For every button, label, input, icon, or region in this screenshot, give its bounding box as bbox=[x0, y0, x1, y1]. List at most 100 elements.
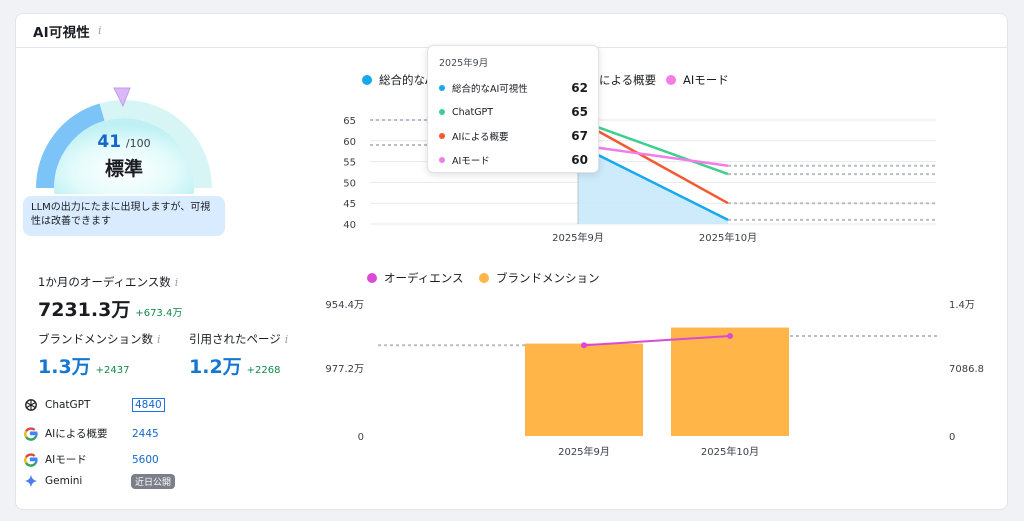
audience-delta: +673.4万 bbox=[135, 308, 183, 319]
chatgpt-icon bbox=[24, 398, 38, 412]
tooltip-row: AIモード 60 bbox=[439, 148, 588, 172]
legend-label: 総合的なA bbox=[379, 73, 433, 87]
gauge-marker bbox=[113, 87, 131, 108]
x-tick-label: 2025年9月 bbox=[558, 445, 610, 458]
source-row-ai-mode: AIモード 5600 bbox=[24, 451, 159, 469]
audience-label: 1か月のオーディエンス数 bbox=[38, 275, 171, 289]
source-value[interactable]: 2445 bbox=[132, 428, 159, 440]
audience-point[interactable] bbox=[727, 332, 733, 339]
tooltip-value: 60 bbox=[571, 153, 588, 167]
tooltip-name: AIモード bbox=[452, 156, 490, 167]
series-line[interactable] bbox=[577, 143, 729, 167]
audience-bar-chart: 954.4万 977.2万 0 1.4万 7086.8 0 2025年9月 2025年10月 bbox=[325, 300, 984, 458]
source-name: AIモード bbox=[45, 454, 87, 466]
audience-metric: 1か月のオーディエンス数 i 7231.3万 +673.4万 bbox=[38, 274, 187, 322]
y-tick-label: 65 bbox=[343, 116, 356, 127]
source-name: Gemini bbox=[45, 475, 83, 487]
source-row-chatgpt: ChatGPT 4840 bbox=[24, 396, 165, 414]
x-tick-label: 2025年9月 bbox=[552, 231, 604, 244]
gauge-svg bbox=[36, 87, 212, 194]
gauge-inner-fill bbox=[54, 118, 194, 194]
y-right-tick-label: 1.4万 bbox=[949, 300, 975, 311]
visibility-hint: LLMの出力にたまに出現しますが、可視性は改善できます bbox=[23, 196, 225, 236]
tooltip-name: 総合的なAI可視性 bbox=[452, 84, 528, 95]
info-icon[interactable]: i bbox=[97, 23, 102, 37]
tooltip-name: ChatGPT bbox=[452, 106, 494, 118]
cited-pages-label: 引用されたページ bbox=[189, 332, 281, 346]
tooltip-dot bbox=[439, 85, 445, 91]
card-title: AI可視性 bbox=[33, 24, 90, 41]
brand-mentions-label: ブランドメンション数 bbox=[38, 332, 153, 346]
source-value[interactable]: 5600 bbox=[132, 454, 159, 466]
brand-mention-bar[interactable] bbox=[671, 327, 789, 436]
source-name: AIによる概要 bbox=[45, 428, 108, 440]
tooltip-row: 総合的なAI可視性 62 bbox=[439, 76, 588, 100]
brand-mention-bar[interactable] bbox=[525, 343, 643, 436]
y-left-tick-label: 0 bbox=[358, 432, 364, 443]
legend-label: ブランドメンション bbox=[496, 271, 600, 285]
google-icon bbox=[24, 427, 38, 441]
visibility-line-chart: 65 60 55 50 45 40 2025年9月 2025年10月 bbox=[343, 116, 936, 244]
source-name: ChatGPT bbox=[45, 399, 91, 411]
cited-pages-delta: +2268 bbox=[246, 365, 281, 376]
brand-mentions-delta: +2437 bbox=[95, 365, 130, 376]
audience-value: 7231.3万 bbox=[38, 299, 131, 321]
google-icon bbox=[24, 453, 38, 467]
source-row-gemini: Gemini 近日公開 bbox=[24, 472, 176, 490]
gemini-icon bbox=[24, 474, 38, 488]
tooltip-dot bbox=[439, 133, 445, 139]
gauge-score: 41 /100 bbox=[97, 132, 151, 152]
series-line[interactable] bbox=[577, 143, 729, 221]
legend-label: による概要 bbox=[599, 73, 657, 87]
legend-overall[interactable]: 総合的なA bbox=[362, 72, 433, 88]
tooltip-row: AIによる概要 67 bbox=[439, 124, 588, 148]
y-right-tick-label: 0 bbox=[949, 432, 955, 443]
tooltip-title: 2025年9月 bbox=[439, 58, 489, 69]
tooltip-name: AIによる概要 bbox=[452, 132, 509, 143]
tooltip-value: 62 bbox=[571, 81, 588, 95]
tooltip-row: ChatGPT 65 bbox=[439, 100, 588, 124]
legend-dot bbox=[666, 75, 676, 85]
gauge-level-label: 標準 bbox=[104, 158, 143, 180]
y-left-tick-label: 977.2万 bbox=[325, 364, 364, 375]
legend-dot bbox=[362, 75, 372, 85]
y-left-tick-label: 954.4万 bbox=[325, 300, 364, 311]
brand-mentions-value[interactable]: 1.3万 bbox=[38, 356, 91, 378]
audience-line[interactable] bbox=[583, 334, 731, 347]
y-tick-label: 55 bbox=[343, 158, 356, 169]
y-tick-label: 45 bbox=[343, 199, 356, 210]
x-tick-label: 2025年10月 bbox=[701, 445, 759, 458]
legend-label: オーディエンス bbox=[384, 271, 464, 285]
source-value[interactable]: 4840 bbox=[132, 398, 165, 412]
visibility-gauge: 41 /100 標準 bbox=[30, 84, 218, 194]
legend-audience[interactable]: オーディエンス bbox=[367, 270, 463, 286]
legend-ai-overview[interactable]: による概要 bbox=[599, 72, 656, 88]
x-tick-label: 2025年10月 bbox=[699, 231, 757, 244]
brand-mentions-metric: ブランドメンション数 i 1.3万 +2437 bbox=[38, 331, 169, 379]
source-row-ai-overview: AIによる概要 2445 bbox=[24, 421, 159, 447]
info-icon[interactable]: i bbox=[174, 276, 179, 289]
card-header: AI可視性 i bbox=[16, 14, 1007, 48]
legend-dot bbox=[479, 273, 489, 283]
legend-brand-mention[interactable]: ブランドメンション bbox=[479, 270, 600, 286]
audience-point[interactable] bbox=[581, 342, 587, 349]
legend-dot bbox=[367, 273, 377, 283]
info-icon[interactable]: i bbox=[284, 333, 289, 346]
y-tick-label: 40 bbox=[343, 220, 356, 231]
y-right-tick-label: 7086.8 bbox=[949, 364, 984, 375]
series-line[interactable] bbox=[577, 118, 729, 205]
tooltip-dot bbox=[439, 109, 445, 115]
y-tick-label: 60 bbox=[343, 137, 356, 148]
legend-label: AIモード bbox=[683, 73, 729, 87]
tooltip-value: 65 bbox=[571, 105, 588, 119]
coming-soon-badge: 近日公開 bbox=[131, 473, 176, 489]
series-line[interactable] bbox=[577, 118, 729, 176]
tooltip-value: 67 bbox=[571, 129, 588, 143]
cited-pages-value[interactable]: 1.2万 bbox=[189, 356, 242, 378]
info-icon[interactable]: i bbox=[157, 333, 161, 346]
cited-pages-metric: 引用されたページ i 1.2万 +2268 bbox=[189, 331, 297, 379]
y-tick-label: 50 bbox=[343, 178, 356, 189]
tooltip-dot bbox=[439, 157, 445, 163]
chart-tooltip: 2025年9月 総合的なAI可視性 62 ChatGPT 65 AIによる概要 67 … bbox=[427, 45, 599, 173]
legend-ai-mode[interactable]: AIモード bbox=[666, 72, 729, 88]
